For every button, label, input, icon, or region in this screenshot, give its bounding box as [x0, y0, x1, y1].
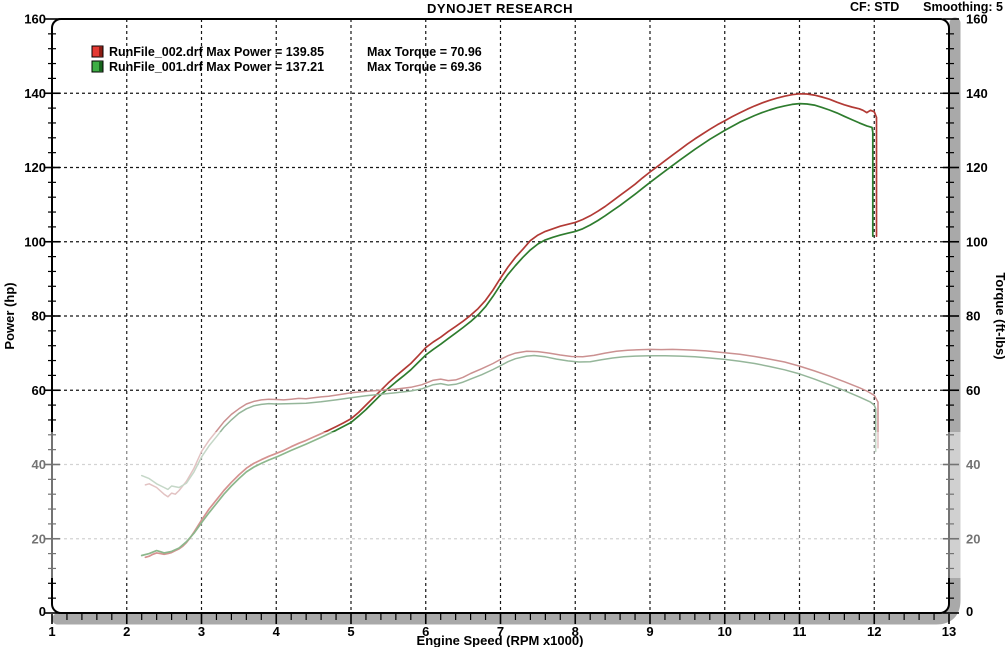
y-tick-label-right-80: 80	[966, 309, 980, 324]
curve-power-runfile-002-drf	[144, 92, 878, 559]
dyno-curves	[140, 92, 879, 559]
x-tick-label-13: 13	[942, 624, 956, 639]
curve-torque-runfile-002-drf	[144, 348, 879, 498]
y-tick-label-right-60: 60	[966, 383, 980, 398]
y-tick-label-right-100: 100	[966, 234, 988, 249]
y-tick-label-right-40: 40	[966, 457, 980, 472]
x-axis-title: Engine Speed (RPM x1000)	[417, 633, 584, 647]
legend-torque-label-run2: Max Torque = 70.96	[367, 45, 482, 59]
x-tick-label-8: 8	[572, 624, 579, 639]
chart-title: DYNOJET RESEARCH	[427, 1, 573, 16]
smoothing-label: Smoothing: 5	[923, 0, 1003, 14]
axis-bars	[52, 17, 961, 625]
legend-swatch-run2-shade	[99, 47, 103, 56]
y-tick-label-left-0: 0	[39, 604, 46, 619]
legend-torque-label-run1: Max Torque = 69.36	[367, 60, 482, 74]
x-tick-label-12: 12	[867, 624, 881, 639]
y-tick-label-right-140: 140	[966, 86, 988, 101]
y-tick-label-left-120: 120	[24, 160, 46, 175]
y-axis-title-power: Power (hp)	[2, 282, 17, 349]
legend: RunFile_002.drf Max Power = 139.85 Max T…	[91, 45, 482, 74]
y-tick-label-left-40: 40	[32, 457, 46, 472]
y-tick-label-left-160: 160	[24, 12, 46, 27]
x-tick-label-3: 3	[198, 624, 205, 639]
x-tick-label-9: 9	[646, 624, 653, 639]
x-tick-label-4: 4	[273, 624, 281, 639]
y-tick-label-left-60: 60	[32, 383, 46, 398]
curve-torque-runfile-001-drf	[140, 354, 877, 491]
y-tick-label-left-80: 80	[32, 309, 46, 324]
legend-row-run1: RunFile_001.drf Max Power = 137.21 Max T…	[91, 60, 482, 74]
legend-power-label-run1: RunFile_001.drf Max Power = 137.21	[109, 60, 324, 74]
y-tick-label-right-20: 20	[966, 531, 980, 546]
y-axis-title-torque: Torque (ft-lbs)	[993, 272, 1005, 359]
y-tick-label-left-140: 140	[24, 86, 46, 101]
correction-factor-label: CF: STD	[850, 0, 899, 14]
x-tick-label-10: 10	[718, 624, 732, 639]
curve-power-runfile-001-drf	[140, 102, 874, 557]
x-tick-label-7: 7	[497, 624, 504, 639]
y-tick-label-right-120: 120	[966, 160, 988, 175]
x-tick-label-1: 1	[48, 624, 55, 639]
y-tick-label-right-0: 0	[966, 604, 973, 619]
x-tick-label-5: 5	[347, 624, 354, 639]
legend-swatch-run2	[91, 45, 104, 58]
legend-power-label-run2: RunFile_002.drf Max Power = 139.85	[109, 45, 324, 59]
gridlines	[52, 19, 949, 613]
y-tick-label-left-100: 100	[24, 234, 46, 249]
y-tick-label-left-20: 20	[32, 531, 46, 546]
legend-row-run2: RunFile_002.drf Max Power = 139.85 Max T…	[91, 45, 482, 59]
watermark-band	[0, 432, 1005, 578]
y-tick-label-right-160: 160	[966, 12, 988, 27]
x-tick-label-6: 6	[422, 624, 429, 639]
x-tick-label-2: 2	[123, 624, 130, 639]
legend-swatch-run1-shade	[99, 62, 103, 71]
axis-ticks	[44, 18, 959, 624]
legend-swatch-run1	[91, 60, 104, 73]
x-tick-label-11: 11	[793, 624, 807, 639]
tick-labels: 0 0 20 20 40 40 60 60 80 80 100 100 120 120 140 140 160 1…	[24, 12, 987, 640]
